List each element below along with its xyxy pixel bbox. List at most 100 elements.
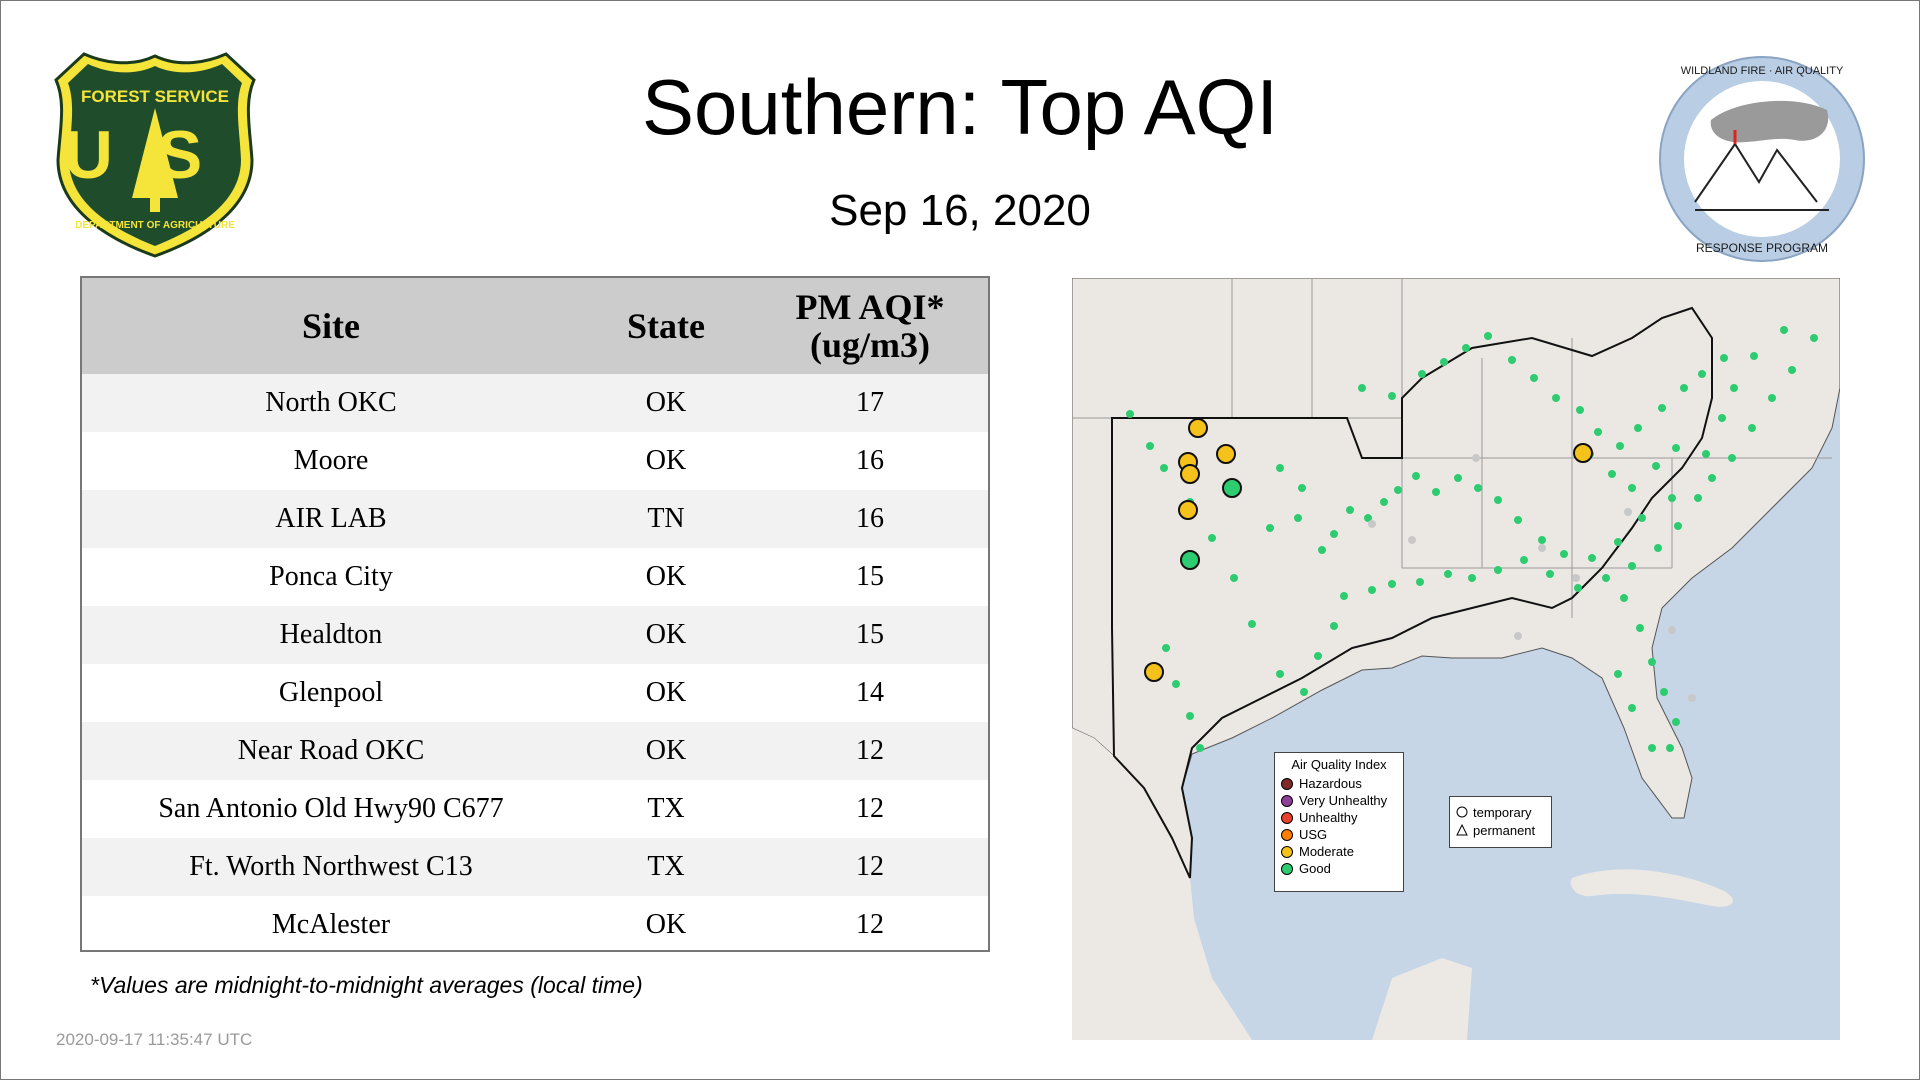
legend-item-moderate: Moderate <box>1281 843 1397 860</box>
shape-legend-temporary: temporary <box>1456 803 1545 821</box>
monitor-dot-good <box>1266 524 1274 532</box>
monitor-dot-good <box>1698 370 1706 378</box>
legend-label: Unhealthy <box>1299 810 1358 825</box>
monitor-dot-good <box>1614 538 1622 546</box>
aqi-table: Site State PM AQI* (ug/m3) North OKC OK 17… <box>80 276 990 952</box>
monitor-dot-good <box>1552 394 1560 402</box>
monitor-dot-good <box>1162 644 1170 652</box>
monitor-dot-inactive <box>1688 694 1696 702</box>
legend-label: Good <box>1299 861 1331 876</box>
monitor-dot-good <box>1708 474 1716 482</box>
monitor-dot-good <box>1680 384 1688 392</box>
header-site: Site <box>302 306 360 346</box>
monitor-dot-good <box>1648 744 1656 752</box>
table-row: McAlester OK 12 <box>82 896 988 950</box>
monitor-dot-good <box>1594 428 1602 436</box>
region-outline <box>1111 306 1713 879</box>
aqi-map <box>1072 278 1840 1040</box>
monitor-dot-good <box>1780 326 1788 334</box>
monitor-dot-moderate <box>1178 500 1198 520</box>
cell-site: Moore <box>293 445 369 476</box>
header-aqi: PM AQI* (ug/m3) <box>752 278 988 374</box>
table-row: Healdton OK 15 <box>82 606 988 664</box>
monitor-dot-good <box>1314 652 1322 660</box>
monitor-dot-good <box>1318 546 1326 554</box>
monitor-dot-good <box>1468 574 1476 582</box>
cell-value: 16 <box>856 445 884 476</box>
monitor-dot-inactive <box>1514 632 1522 640</box>
monitor-dot-good <box>1588 554 1596 562</box>
shape-legend: temporary permanent <box>1449 796 1552 848</box>
monitor-dot-good <box>1576 406 1584 414</box>
cell-state: OK <box>645 677 687 708</box>
monitor-dot-good <box>1340 592 1348 600</box>
monitor-dot-good-large <box>1180 550 1200 570</box>
monitor-dot-good <box>1388 392 1396 400</box>
monitor-dot-good <box>1494 566 1502 574</box>
monitor-dot-good <box>1718 414 1726 422</box>
monitor-dot-good <box>1440 358 1448 366</box>
monitor-dot-good <box>1146 442 1154 450</box>
legend-dot-moderate <box>1281 845 1293 858</box>
legend-dot-good <box>1281 862 1293 875</box>
cell-site: Ponca City <box>269 561 393 592</box>
monitor-dot-good <box>1330 530 1338 538</box>
monitor-dot-inactive <box>1668 626 1676 634</box>
cell-value: 16 <box>856 503 884 534</box>
monitor-dot-good <box>1720 354 1728 362</box>
logo-left-top-text: FOREST SERVICE <box>81 87 229 106</box>
monitor-dot-good <box>1172 680 1180 688</box>
monitor-dot-good <box>1694 494 1702 502</box>
legend-item-usg: USG <box>1281 826 1397 843</box>
monitor-dot-good <box>1346 506 1354 514</box>
monitor-dot-good <box>1730 384 1738 392</box>
monitor-dot-moderate <box>1573 443 1593 463</box>
monitor-dot-good <box>1560 550 1568 558</box>
monitor-dot-good <box>1126 410 1134 418</box>
legend-item-very-unhealthy: Very Unhealthy <box>1281 792 1397 809</box>
monitor-dot-good <box>1654 544 1662 552</box>
cell-site: North OKC <box>265 387 397 418</box>
monitor-dot-good <box>1546 570 1554 578</box>
logo-left-mid-text: US <box>64 117 246 193</box>
monitor-dot-good <box>1660 688 1668 696</box>
monitor-dot-inactive <box>1572 574 1580 582</box>
cell-site: San Antonio Old Hwy90 C677 <box>158 793 504 824</box>
cell-site: Glenpool <box>278 677 384 708</box>
monitor-dot-good <box>1602 574 1610 582</box>
monitor-dot-good <box>1508 356 1516 364</box>
cell-value: 14 <box>856 677 884 708</box>
monitor-dot-inactive <box>1472 454 1480 462</box>
monitor-dot-good <box>1574 584 1582 592</box>
table-row: North OKC OK 17 <box>82 374 988 432</box>
monitor-dot-good <box>1648 658 1656 666</box>
legend-title: Air Quality Index <box>1291 757 1387 772</box>
header-aqi-line1: PM AQI* <box>795 287 945 327</box>
legend-dot-usg <box>1281 828 1293 841</box>
monitor-dot-good <box>1474 484 1482 492</box>
mountains-icon <box>1694 142 1818 203</box>
monitor-dot-good <box>1652 462 1660 470</box>
generated-timestamp: 2020-09-17 11:35:47 UTC <box>56 1030 253 1049</box>
monitor-dot-good <box>1628 704 1636 712</box>
monitor-dot-good <box>1668 494 1676 502</box>
cell-site: Near Road OKC <box>237 735 425 766</box>
monitor-dot-good <box>1614 670 1622 678</box>
monitor-dot-good <box>1634 424 1642 432</box>
map-land-cuba <box>1570 869 1733 907</box>
legend-label: Hazardous <box>1299 776 1362 791</box>
monitor-dot-good <box>1276 670 1284 678</box>
monitor-dot-good <box>1494 496 1502 504</box>
page-title: Southern: Top AQI <box>642 63 1278 151</box>
circle-icon <box>1456 806 1468 818</box>
cell-site: AIR LAB <box>275 503 387 534</box>
monitor-dot-good <box>1300 688 1308 696</box>
monitor-dot-good <box>1530 374 1538 382</box>
monitor-dot-good <box>1418 370 1426 378</box>
cell-state: OK <box>645 445 687 476</box>
monitor-dot-good <box>1412 472 1420 480</box>
monitor-dot-good <box>1160 464 1168 472</box>
cell-state: TN <box>647 503 685 534</box>
monitor-dot-moderate <box>1144 662 1164 682</box>
monitor-dot-good <box>1672 718 1680 726</box>
